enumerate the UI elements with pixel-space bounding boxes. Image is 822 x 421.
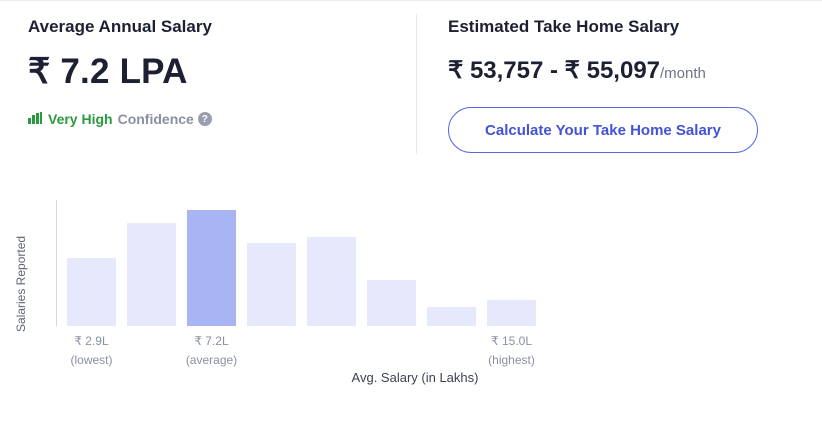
take-home-value: ₹ 53,757 - ₹ 55,097 xyxy=(448,57,661,84)
histogram-bar xyxy=(487,300,536,326)
section-divider xyxy=(416,14,417,154)
chart-x-label: Avg. Salary (in Lakhs) xyxy=(351,370,479,385)
signal-bars-icon xyxy=(28,111,42,127)
histogram-bar xyxy=(367,280,416,326)
tick-sublabel: (highest) xyxy=(488,353,535,367)
histogram-bar xyxy=(307,237,356,326)
tick-sublabel: (average) xyxy=(185,353,238,367)
average-salary-value: ₹ 7.2 LPA xyxy=(28,52,188,91)
confidence-label: Confidence xyxy=(117,111,194,127)
take-home-unit: /month xyxy=(660,65,706,82)
histogram-bar xyxy=(187,210,236,326)
tick-value: ₹ 15.0L xyxy=(491,334,532,348)
x-tick-label: ₹ 7.2L (average) xyxy=(177,334,247,367)
confidence-level: Very High xyxy=(48,111,113,127)
tick-value: ₹ 2.9L xyxy=(74,334,109,348)
take-home-range: ₹ 53,757 - ₹ 55,097/month xyxy=(448,56,706,85)
histogram-bar xyxy=(127,223,176,326)
confidence-row: Very High Confidence ? xyxy=(28,111,212,127)
question-circle-icon[interactable]: ? xyxy=(197,112,212,126)
average-salary-title: Average Annual Salary xyxy=(28,17,212,36)
histogram-bar xyxy=(427,307,476,326)
tick-sublabel: (lowest) xyxy=(70,353,113,367)
take-home-title: Estimated Take Home Salary xyxy=(448,17,680,36)
histogram-bar xyxy=(67,258,116,326)
calculate-take-home-button[interactable]: Calculate Your Take Home Salary xyxy=(448,107,758,153)
x-tick-label: ₹ 2.9L (lowest) xyxy=(57,334,127,367)
tick-value: ₹ 7.2L xyxy=(194,334,229,348)
chart-y-axis xyxy=(56,200,57,326)
histogram-bar xyxy=(247,243,296,326)
top-border xyxy=(0,0,822,1)
x-tick-label: ₹ 15.0L (highest) xyxy=(477,334,547,367)
